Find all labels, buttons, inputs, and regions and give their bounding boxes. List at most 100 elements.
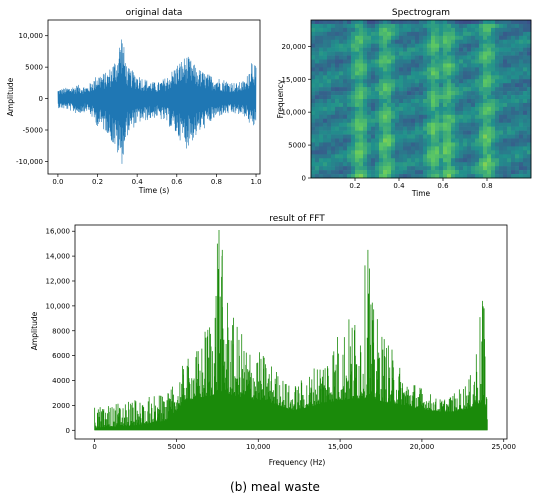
spectrogram-cell (431, 20, 436, 25)
spectrogram-cell (363, 63, 368, 68)
spectrogram-cell (479, 118, 484, 123)
spectrogram-cell (323, 114, 328, 120)
spectrogram-cell (331, 39, 336, 44)
spectrogram-cell (479, 122, 484, 127)
spectrogram-cell (311, 27, 316, 33)
spectrogram-cell (455, 95, 460, 100)
spectrogram-cell (351, 142, 356, 147)
original-data-ytick-label: 0 (39, 95, 43, 103)
spectrogram-cell (487, 35, 492, 41)
spectrogram-cell (527, 55, 532, 60)
spectrogram-cell (347, 75, 352, 80)
spectrogram-cell (331, 55, 336, 60)
spectrogram-cell (451, 126, 456, 131)
spectrogram-cell (403, 174, 408, 179)
spectrogram-cell (443, 146, 448, 151)
spectrogram-cell (363, 87, 368, 92)
spectrogram-cell (439, 150, 444, 155)
spectrogram-cell (451, 106, 456, 112)
spectrogram-cell (459, 79, 464, 84)
spectrogram-cell (323, 99, 328, 104)
spectrogram-cell (411, 27, 416, 33)
spectrogram-cell (399, 63, 404, 68)
spectrogram-cell (527, 146, 532, 151)
spectrogram-cell (487, 106, 492, 112)
spectrogram-cell (419, 118, 424, 123)
spectrogram-cell (467, 114, 472, 120)
spectrogram-cell (347, 95, 352, 100)
spectrogram-cell (511, 142, 516, 147)
spectrogram-cell (419, 83, 424, 88)
spectrogram-cell (503, 150, 508, 155)
spectrogram-cell (359, 110, 364, 116)
spectrogram-cell (463, 91, 468, 96)
spectrogram-cell (463, 71, 468, 76)
spectrogram-cell (391, 83, 396, 88)
spectrogram-cell (383, 142, 388, 147)
spectrogram-cell (471, 146, 476, 151)
spectrogram-cell (327, 23, 332, 29)
spectrogram-cell (323, 142, 328, 147)
spectrogram-cell (419, 150, 424, 155)
spectrogram-cell (423, 23, 428, 29)
spectrogram-cell (451, 59, 456, 64)
spectrogram-ytick-label: 10,000 (282, 109, 307, 117)
spectrogram-cell (427, 114, 432, 120)
spectrogram-cell (415, 162, 420, 167)
spectrogram-cell (359, 102, 364, 108)
spectrogram-cell (451, 23, 456, 29)
spectrogram-cell (371, 126, 376, 131)
spectrogram-cell (423, 158, 428, 163)
spectrogram-cell (515, 138, 520, 143)
spectrogram-cell (387, 170, 392, 175)
spectrogram-cell (367, 110, 372, 116)
spectrogram-cell (415, 51, 420, 56)
spectrogram-cell (479, 51, 484, 56)
spectrogram-cell (455, 170, 460, 175)
spectrogram-cell (463, 114, 468, 120)
spectrogram-cell (503, 79, 508, 84)
spectrogram-cell (523, 99, 528, 104)
spectrogram-cell (483, 63, 488, 68)
spectrogram-cell (463, 162, 468, 167)
spectrogram-cell (475, 83, 480, 88)
spectrogram-cell (515, 102, 520, 108)
spectrogram-cell (395, 162, 400, 167)
spectrogram-cell (487, 31, 492, 37)
spectrogram-cell (427, 118, 432, 123)
spectrogram-cell (371, 31, 376, 37)
spectrogram-cell (471, 63, 476, 68)
spectrogram-cell (447, 110, 452, 116)
spectrogram-cell (431, 114, 436, 120)
spectrogram-cell (483, 146, 488, 151)
spectrogram-cell (407, 170, 412, 175)
spectrogram-cell (367, 75, 372, 80)
spectrogram-cell (519, 174, 524, 179)
spectrogram-cell (315, 35, 320, 41)
spectrogram-cell (387, 150, 392, 155)
spectrogram-cell (407, 91, 412, 96)
spectrogram-cell (343, 106, 348, 112)
spectrogram-cell (427, 35, 432, 41)
spectrogram-cell (383, 20, 388, 25)
spectrogram-cell (411, 31, 416, 37)
spectrogram-cell (523, 63, 528, 68)
spectrogram-cell (371, 146, 376, 151)
spectrogram-cell (399, 51, 404, 56)
spectrogram-cell (527, 166, 532, 171)
spectrogram-cell (455, 174, 460, 179)
fft-ytick-label: 4000 (52, 377, 70, 385)
spectrogram-cell (415, 138, 420, 143)
spectrogram-cell (383, 106, 388, 112)
spectrogram-cell (311, 59, 316, 64)
spectrogram-cell (415, 99, 420, 104)
spectrogram-cell (367, 99, 372, 104)
spectrogram-cell (411, 23, 416, 29)
original-data-xlabel: Time (s) (138, 186, 170, 195)
spectrogram-cell (447, 51, 452, 56)
spectrogram-cell (411, 99, 416, 104)
spectrogram-cell (399, 59, 404, 64)
spectrogram-cell (463, 67, 468, 72)
spectrogram-cell (451, 110, 456, 116)
spectrogram-cell (407, 134, 412, 139)
